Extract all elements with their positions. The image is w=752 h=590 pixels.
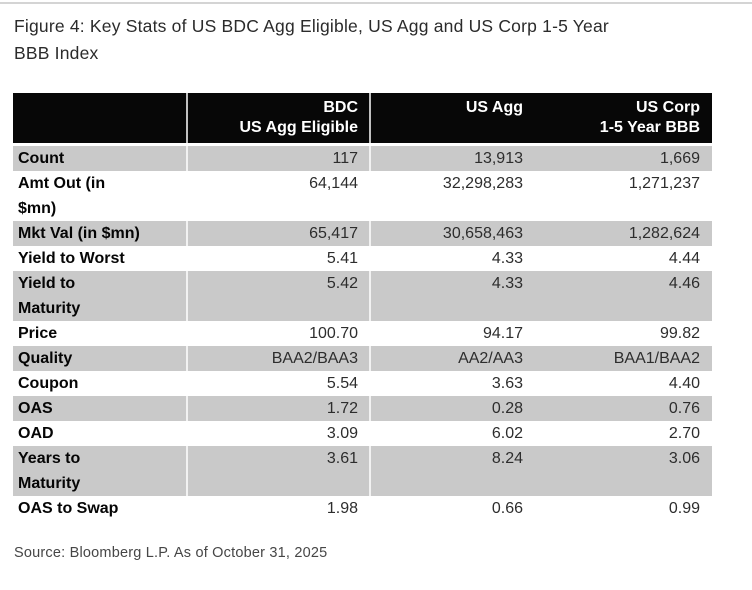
cell-value: 2.70: [668, 425, 700, 442]
header-cell-us-agg: US Agg: [465, 99, 523, 116]
row-label: Coupon: [18, 375, 79, 392]
table-row: Count 117 13,913 1,669: [13, 146, 712, 171]
cell-value: 3.06: [668, 450, 700, 467]
cell-value: 4.40: [668, 375, 700, 392]
table-header-row: BDC US Agg Eligible US Agg US Corp 1-5 Y…: [13, 93, 712, 146]
cell-value: 0.28: [491, 400, 523, 417]
row-label: Yield to Worst: [18, 250, 125, 267]
cell-value: 4.44: [668, 250, 700, 267]
column-separator: [369, 93, 371, 521]
table-row: Years to Maturity 3.61 8.24 3.06: [13, 446, 712, 496]
table-row: OAD 3.09 6.02 2.70: [13, 421, 712, 446]
figure-title: Figure 4: Key Stats of US BDC Agg Eligib…: [14, 16, 609, 64]
cell-value: 94.17: [482, 325, 523, 342]
cell-value: 3.61: [326, 450, 358, 467]
cell-value: 65,417: [309, 225, 358, 242]
cell-value: 1.72: [326, 400, 358, 417]
row-label: Years to Maturity: [18, 450, 81, 492]
stats-table: BDC US Agg Eligible US Agg US Corp 1-5 Y…: [13, 93, 712, 521]
cell-value: 4.33: [491, 250, 523, 267]
header-cell-us-corp-1-5-year-bbb: US Corp 1-5 Year BBB: [599, 99, 700, 136]
table-row: Yield to Maturity 5.42 4.33 4.46: [13, 271, 712, 321]
cell-value: 99.82: [659, 325, 700, 342]
table-row: Amt Out (in $mn) 64,144 32,298,283 1,271,23…: [13, 171, 712, 221]
table-row: Price 100.70 94.17 99.82: [13, 321, 712, 346]
table-row: Quality BAA2/BAA3 AA2/AA3 BAA1/BAA2: [13, 346, 712, 371]
cell-value: 100.70: [309, 325, 358, 342]
cell-value: 4.46: [668, 275, 700, 292]
cell-value: 5.54: [326, 375, 358, 392]
source-note: Source: Bloomberg L.P. As of October 31,…: [14, 545, 328, 561]
cell-value: 3.09: [326, 425, 358, 442]
cell-value: 32,298,283: [442, 175, 523, 192]
row-label: Mkt Val (in $mn): [18, 225, 140, 242]
cell-value: 117: [332, 150, 358, 167]
cell-value: AA2/AA3: [458, 350, 523, 367]
cell-value: 3.63: [491, 375, 523, 392]
cell-value: 6.02: [491, 425, 523, 442]
row-label: OAS: [18, 400, 53, 417]
cell-value: 5.42: [326, 275, 358, 292]
cell-value: 64,144: [309, 175, 358, 192]
cell-value: 8.24: [491, 450, 523, 467]
cell-value: 1,669: [659, 150, 700, 167]
row-label: OAD: [18, 425, 54, 442]
row-label: Amt Out (in $mn): [18, 175, 106, 217]
cell-value: 0.76: [668, 400, 700, 417]
row-label: Yield to Maturity: [18, 275, 81, 317]
cell-value: 5.41: [326, 250, 358, 267]
table-row: Coupon 5.54 3.63 4.40: [13, 371, 712, 396]
cell-value: 0.99: [668, 500, 700, 517]
cell-value: 13,913: [474, 150, 523, 167]
row-label: OAS to Swap: [18, 500, 119, 517]
table-body: Count 117 13,913 1,669 Amt Out (in $mn) 64,14…: [13, 146, 712, 521]
cell-value: 1,271,237: [628, 175, 700, 192]
table-row: OAS to Swap 1.98 0.66 0.99: [13, 496, 712, 521]
cell-value: 1,282,624: [628, 225, 700, 242]
header-cell-empty: [13, 93, 187, 143]
row-label: Quality: [18, 350, 73, 367]
top-divider-line: [0, 2, 752, 4]
cell-value: 30,658,463: [442, 225, 523, 242]
cell-value: BAA1/BAA2: [613, 350, 700, 367]
cell-value: 1.98: [326, 500, 358, 517]
table-row: Yield to Worst 5.41 4.33 4.44: [13, 246, 712, 271]
cell-value: 4.33: [491, 275, 523, 292]
row-label: Price: [18, 325, 58, 342]
row-label: Count: [18, 150, 65, 167]
cell-value: 0.66: [491, 500, 523, 517]
table-row: OAS 1.72 0.28 0.76: [13, 396, 712, 421]
header-cell-bdc-us-agg-eligible: BDC US Agg Eligible: [239, 99, 358, 136]
cell-value: BAA2/BAA3: [271, 350, 358, 367]
table-row: Mkt Val (in $mn) 65,417 30,658,463 1,282,62…: [13, 221, 712, 246]
column-separator: [186, 93, 188, 521]
